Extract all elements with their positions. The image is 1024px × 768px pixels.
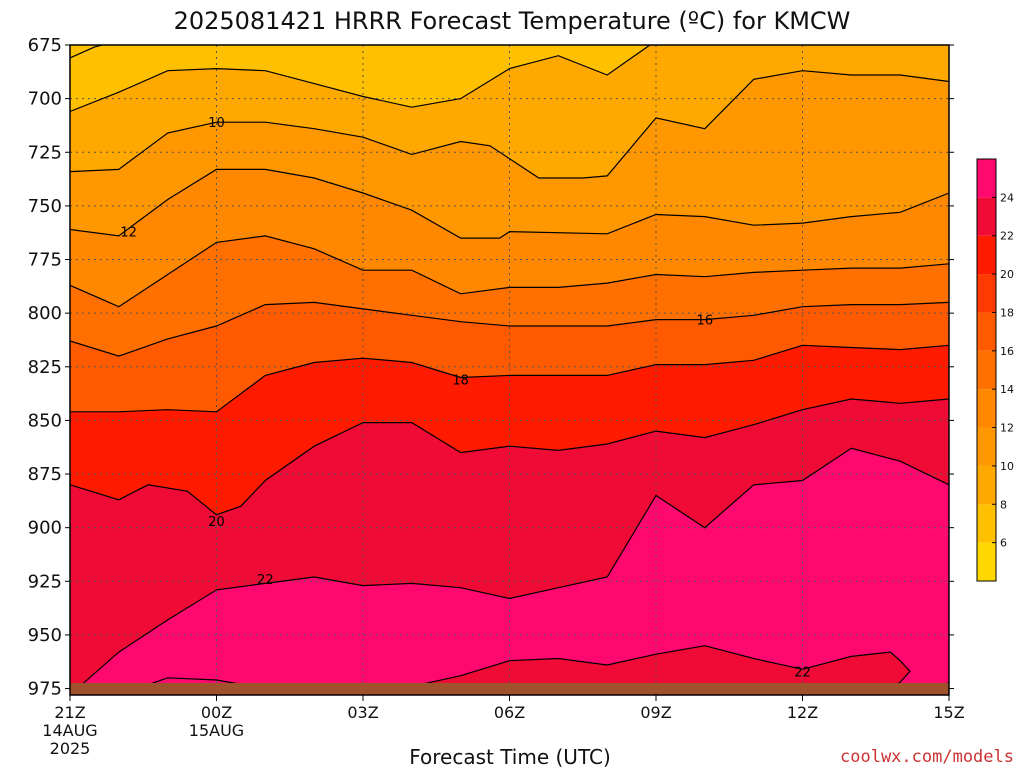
y-tick-label-850: 850 <box>28 410 62 431</box>
contour-label-12: 12 <box>120 226 137 241</box>
contour-labels: 10 12 16 18 20 22 22 <box>120 116 810 680</box>
colorbar-swatch-12 <box>977 389 996 428</box>
isotherm-9-line-1 <box>70 45 651 113</box>
colorbar-label-16: 16 <box>1000 345 1014 358</box>
temperature-fill-bands <box>70 45 949 695</box>
colorbar-swatch-16 <box>977 312 996 351</box>
y-tick-label-800: 800 <box>28 303 62 324</box>
contour-label-10: 10 <box>208 116 225 131</box>
temperature-band-9 <box>314 645 910 695</box>
colorbar-swatch-8 <box>977 465 996 505</box>
isotherm-12-line-3 <box>70 168 949 239</box>
colorbar-label-18: 18 <box>1000 306 1014 319</box>
colorbar-swatch-18 <box>977 274 996 313</box>
contour-label-22: 22 <box>257 573 274 588</box>
isotherm-22-line-8 <box>70 447 949 695</box>
isotherm-14-line-4 <box>70 235 949 308</box>
colorbar-swatch-10 <box>977 427 996 466</box>
credit-text: coolwx.com/models <box>840 747 1014 767</box>
isotherm-20-line-7 <box>70 398 949 516</box>
isotherm-16-line-5 <box>70 301 949 357</box>
x-tick-label-00Z: 00Z <box>201 703 232 722</box>
ground-surface <box>70 683 949 695</box>
colorbar-swatch-22 <box>977 197 996 236</box>
isotherm-22-line-10 <box>314 645 911 695</box>
isotherm-10-line-2 <box>70 70 949 179</box>
colorbar-frame <box>976 158 997 582</box>
isotherm-contours <box>70 45 949 695</box>
x-tick-label-12Z: 12Z <box>787 703 818 722</box>
y-axis-pressure: 675 700 725 750 775 800 825 850 875 900 925 950 975 <box>28 35 954 700</box>
colorbar-label-24: 24 <box>1000 191 1014 204</box>
y-tick-label-775: 775 <box>28 250 62 271</box>
colorbar-label-6: 6 <box>1000 537 1007 550</box>
chart-title: 2025081421 HRRR Forecast Temperature (ºC… <box>174 7 851 35</box>
y-tick-label-675: 675 <box>28 35 62 56</box>
colorbar-label-8: 8 <box>1000 498 1007 511</box>
colorbar-label-10: 10 <box>1000 460 1014 473</box>
x-tick-date-21Z: 14AUG <box>42 721 97 740</box>
colorbar-legend: 6 8 10 12 14 16 18 20 22 24 <box>976 158 1014 582</box>
gridlines <box>70 45 949 695</box>
isotherm-8-line-0 <box>70 45 105 59</box>
colorbar-swatch-4 <box>977 542 996 581</box>
x-tick-date-00Z: 15AUG <box>189 721 244 740</box>
y-tick-label-925: 925 <box>28 571 62 592</box>
contour-label-16: 16 <box>697 314 714 329</box>
x-tick-year-21Z: 2025 <box>50 739 91 758</box>
temperature-band-8 <box>70 448 949 695</box>
colorbar-label-22: 22 <box>1000 230 1014 243</box>
y-tick-label-900: 900 <box>28 518 62 539</box>
x-tick-label-21Z: 21Z <box>54 703 85 722</box>
x-tick-label-06Z: 06Z <box>494 703 525 722</box>
y-tick-label-700: 700 <box>28 89 62 110</box>
y-tick-label-725: 725 <box>28 142 62 163</box>
colorbar-label-14: 14 <box>1000 383 1014 396</box>
isotherm-18-line-6 <box>70 344 949 413</box>
colorbar-swatch-20 <box>977 235 996 275</box>
contour-label-18: 18 <box>452 374 469 389</box>
colorbar-label-12: 12 <box>1000 422 1014 435</box>
y-tick-label-975: 975 <box>28 679 62 700</box>
y-tick-label-950: 950 <box>28 625 62 646</box>
colorbar-swatch-14 <box>977 350 996 390</box>
colorbar-swatch-6 <box>977 504 996 543</box>
x-tick-label-15Z: 15Z <box>933 703 964 722</box>
colorbar-label-20: 20 <box>1000 268 1014 281</box>
x-tick-label-09Z: 09Z <box>640 703 671 722</box>
contour-label-20: 20 <box>208 515 225 530</box>
contour-label-22: 22 <box>794 665 811 680</box>
x-tick-label-03Z: 03Z <box>347 703 378 722</box>
colorbar-swatch-24 <box>977 159 996 198</box>
y-tick-label-750: 750 <box>28 196 62 217</box>
y-tick-label-825: 825 <box>28 357 62 378</box>
y-tick-label-875: 875 <box>28 464 62 485</box>
plot-area: 10 12 16 18 20 22 22 <box>69 44 950 696</box>
x-axis-label: Forecast Time (UTC) <box>409 745 611 768</box>
